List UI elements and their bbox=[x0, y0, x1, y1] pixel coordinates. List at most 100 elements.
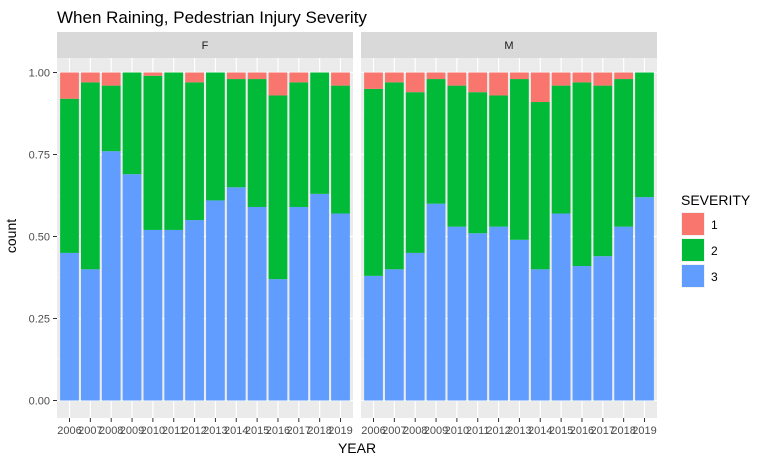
x-tick-label: 2013 bbox=[203, 425, 227, 437]
bar-segment-M-2010-severity-1 bbox=[447, 72, 467, 86]
bar-segment-F-2012-severity-3 bbox=[185, 220, 204, 401]
x-tick-label: 2015 bbox=[549, 425, 573, 437]
x-tick-label: 2008 bbox=[403, 425, 427, 437]
bar-segment-M-2012-severity-2 bbox=[489, 95, 508, 227]
y-tick-label: 0.25 bbox=[29, 314, 50, 326]
legend-item-severity-3: 3 bbox=[681, 264, 718, 288]
bar-segment-F-2009-severity-2 bbox=[122, 72, 142, 175]
legend-label: 1 bbox=[711, 218, 718, 232]
y-axis-label: count bbox=[3, 219, 19, 253]
bar-segment-F-2016-severity-1 bbox=[268, 72, 288, 96]
bar-segment-M-2019-severity-3 bbox=[635, 197, 654, 401]
bar-segment-F-2008-severity-3 bbox=[101, 151, 121, 401]
bar-segment-M-2017-severity-3 bbox=[593, 256, 613, 401]
bar-segment-F-2019-severity-1 bbox=[331, 72, 350, 86]
bar-segment-M-2011-severity-1 bbox=[468, 72, 488, 93]
bar-segment-M-2006-severity-3 bbox=[364, 275, 383, 401]
bar-segment-M-2013-severity-1 bbox=[510, 72, 529, 80]
bar-segment-F-2019-severity-2 bbox=[331, 85, 350, 214]
bar-segment-F-2014-severity-3 bbox=[226, 187, 246, 401]
bar-segment-M-2010-severity-3 bbox=[447, 226, 467, 401]
bar-segment-F-2015-severity-1 bbox=[247, 72, 267, 80]
bar-segment-M-2019-severity-2 bbox=[635, 72, 654, 198]
bar-segment-M-2007-severity-1 bbox=[384, 72, 404, 83]
bar-segment-F-2006-severity-3 bbox=[60, 252, 79, 401]
bar-segment-F-2011-severity-2 bbox=[164, 72, 184, 230]
bar-segment-F-2006-severity-2 bbox=[60, 98, 79, 253]
bar-segment-F-2018-severity-2 bbox=[310, 72, 330, 194]
bar-segment-M-2016-severity-3 bbox=[572, 266, 592, 401]
facet-panel-M: M200620072008200920102011201220132014201… bbox=[361, 32, 657, 437]
x-tick-label: 2009 bbox=[120, 425, 144, 437]
x-axis-ticks: 2006200720082009201020112012201320142015… bbox=[57, 418, 353, 437]
x-tick-label: 2014 bbox=[528, 425, 552, 437]
bar-segment-F-2009-severity-3 bbox=[122, 174, 142, 401]
bar-segment-M-2007-severity-2 bbox=[384, 82, 404, 270]
bar-segment-F-2017-severity-1 bbox=[289, 72, 309, 83]
bar-segment-M-2018-severity-3 bbox=[614, 226, 634, 401]
x-tick-label: 2012 bbox=[486, 425, 510, 437]
x-tick-label: 2010 bbox=[141, 425, 165, 437]
bar-segment-M-2014-severity-2 bbox=[530, 102, 550, 270]
facet-strip-label: F bbox=[202, 40, 209, 52]
bar-segment-F-2010-severity-3 bbox=[143, 229, 163, 401]
x-tick-label: 2007 bbox=[78, 425, 102, 437]
bar-segment-F-2007-severity-2 bbox=[80, 82, 100, 270]
bar-segment-M-2006-severity-1 bbox=[364, 72, 383, 89]
legend-item-severity-1: 1 bbox=[681, 212, 718, 236]
facet-strip-label: M bbox=[504, 40, 513, 52]
x-tick-label: 2006 bbox=[361, 425, 385, 437]
x-tick-label: 2016 bbox=[266, 425, 290, 437]
panel-background bbox=[361, 58, 657, 418]
bar-segment-F-2018-severity-3 bbox=[310, 193, 330, 401]
bar-segment-F-2010-severity-1 bbox=[143, 72, 163, 76]
bar-segment-M-2018-severity-2 bbox=[614, 79, 634, 227]
bar-segment-M-2013-severity-3 bbox=[510, 239, 529, 401]
bar-segment-F-2014-severity-1 bbox=[226, 72, 246, 80]
facet-strip bbox=[361, 32, 657, 58]
x-tick-label: 2013 bbox=[507, 425, 531, 437]
bar-segment-F-2008-severity-2 bbox=[101, 85, 121, 152]
legend-item-severity-2: 2 bbox=[681, 238, 718, 262]
y-tick-label: 1.00 bbox=[29, 68, 50, 80]
x-tick-label: 2006 bbox=[57, 425, 81, 437]
legend: SEVERITY 1 2 3 bbox=[681, 192, 751, 288]
bar-segment-M-2016-severity-2 bbox=[572, 82, 592, 267]
bar-segment-M-2011-severity-2 bbox=[468, 92, 488, 234]
bar-segment-F-2014-severity-2 bbox=[226, 79, 246, 188]
bar-segment-M-2009-severity-1 bbox=[426, 72, 446, 80]
x-tick-label: 2015 bbox=[245, 425, 269, 437]
bars bbox=[364, 72, 654, 401]
bar-segment-F-2013-severity-2 bbox=[206, 72, 225, 201]
bar-segment-F-2017-severity-3 bbox=[289, 206, 309, 401]
bar-segment-F-2012-severity-1 bbox=[185, 72, 204, 83]
bar-segment-M-2018-severity-1 bbox=[614, 72, 634, 80]
x-tick-label: 2010 bbox=[445, 425, 469, 437]
bar-segment-M-2009-severity-2 bbox=[426, 79, 446, 204]
bar-segment-M-2010-severity-2 bbox=[447, 85, 467, 227]
bar-segment-F-2016-severity-2 bbox=[268, 95, 288, 280]
bar-segment-F-2006-severity-1 bbox=[60, 72, 79, 99]
bar-segment-F-2013-severity-3 bbox=[206, 200, 225, 401]
bar-segment-M-2013-severity-2 bbox=[510, 79, 529, 240]
bar-segment-M-2008-severity-1 bbox=[405, 72, 425, 93]
bar-segment-M-2012-severity-3 bbox=[489, 226, 508, 401]
bar-segment-M-2011-severity-3 bbox=[468, 233, 488, 401]
y-axis: 0.00 0.25 0.50 0.75 1.00 bbox=[29, 68, 57, 408]
bar-segment-F-2007-severity-3 bbox=[80, 269, 100, 401]
x-tick-label: 2019 bbox=[632, 425, 656, 437]
x-tick-label: 2014 bbox=[224, 425, 248, 437]
x-tick-label: 2011 bbox=[162, 425, 186, 437]
bar-segment-F-2015-severity-3 bbox=[247, 206, 267, 401]
facet-panel-F: F 200620072008200920102011201220132014201… bbox=[57, 32, 353, 437]
x-tick-label: 2019 bbox=[328, 425, 352, 437]
x-tick-label: 2007 bbox=[382, 425, 406, 437]
x-tick-label: 2008 bbox=[99, 425, 123, 437]
bar-segment-F-2012-severity-2 bbox=[185, 82, 204, 221]
bar-segment-F-2016-severity-3 bbox=[268, 279, 288, 401]
bar-segment-M-2007-severity-3 bbox=[384, 269, 404, 401]
y-tick-label: 0.50 bbox=[29, 232, 50, 244]
bar-segment-F-2015-severity-2 bbox=[247, 79, 267, 207]
bar-segment-F-2017-severity-2 bbox=[289, 82, 309, 207]
facet-strip bbox=[57, 32, 353, 58]
